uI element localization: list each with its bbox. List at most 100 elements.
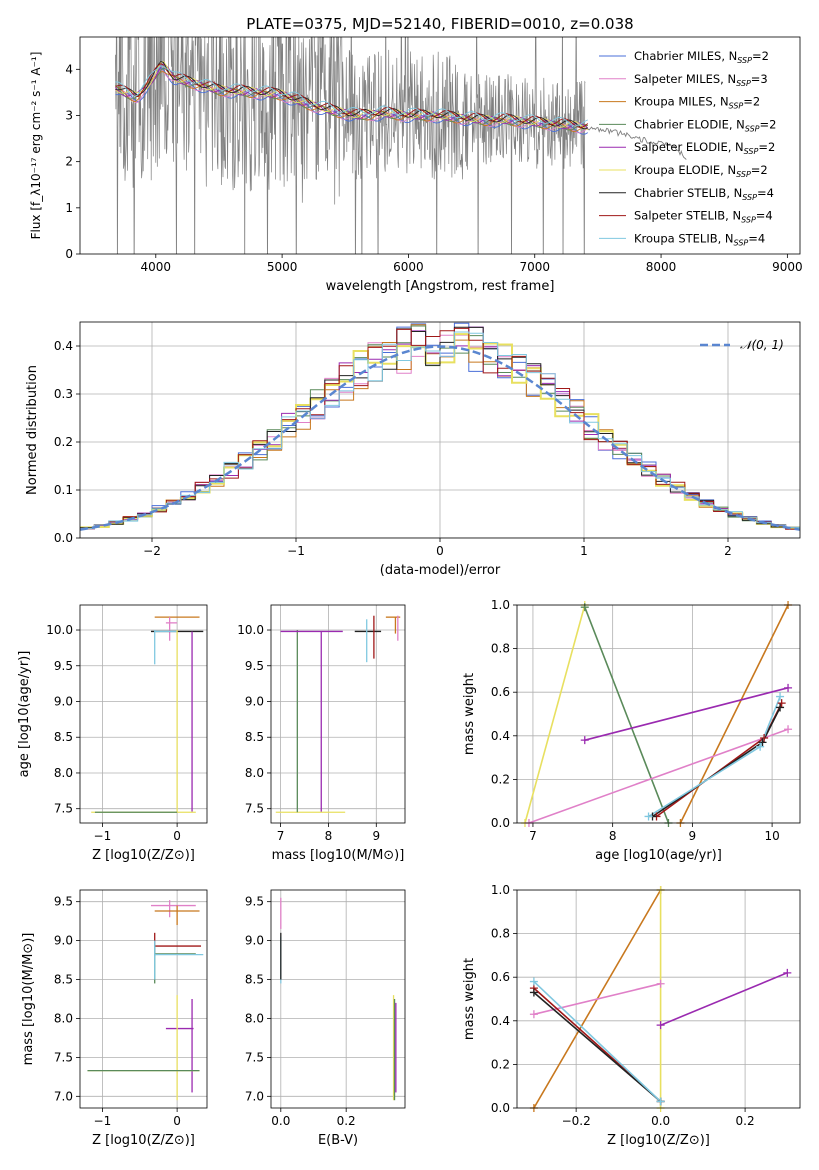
y-tick-label: 0.6 bbox=[491, 685, 510, 699]
plot-area bbox=[271, 605, 405, 823]
axes-frame bbox=[79, 321, 801, 539]
legend-label: Chabrier STELIB, NSSP=4 bbox=[634, 186, 774, 202]
y-tick-label: 4 bbox=[65, 62, 73, 76]
point-marker bbox=[777, 699, 786, 708]
point-marker bbox=[760, 733, 769, 742]
chart-mass-vs-z: −1 0 7.0 7.5 8.0 8.5 9.0 9.5 Z [log10(Z/Z⊙)] mass… bbox=[21, 889, 208, 1148]
legend-label: Kroupa ELODIE, NSSP=2 bbox=[634, 163, 768, 179]
point-marker bbox=[756, 742, 765, 751]
legend-label: Chabrier ELODIE, NSSP=2 bbox=[634, 117, 776, 133]
chart-massweight-vs-age: 7 8 9 10 0.0 0.2 0.4 0.6 0.8 1.0 age [log10(age/yr… bbox=[462, 598, 801, 863]
point-marker bbox=[656, 1021, 665, 1030]
legend-label: Chabrier MILES, NSSP=2 bbox=[634, 49, 769, 65]
y-tick-label: 7.0 bbox=[54, 1089, 73, 1103]
y-tick-label: 7.5 bbox=[245, 802, 264, 816]
x-tick-label: 0.0 bbox=[651, 1114, 670, 1128]
point-marker bbox=[529, 977, 538, 986]
y-tick-label: 3 bbox=[65, 108, 73, 122]
y-tick-label: 9.5 bbox=[54, 895, 73, 909]
y-tick-label: 0.0 bbox=[491, 1101, 510, 1115]
chart-age-vs-mass: 7 8 9 7.5 8.0 8.5 9.0 9.5 10.0 mass [log10(M/M⊙)] bbox=[237, 604, 406, 863]
model-curve bbox=[115, 60, 588, 131]
x-tick-label: −1 bbox=[94, 829, 112, 843]
legend-label: Salpeter ELODIE, NSSP=2 bbox=[634, 140, 775, 156]
figure-title: PLATE=0375, MJD=52140, FIBERID=0010, z=0… bbox=[246, 15, 633, 33]
point-marker bbox=[529, 1010, 538, 1019]
point-marker bbox=[776, 692, 785, 701]
y-tick-label: 7.5 bbox=[245, 1050, 264, 1064]
x-tick-label: 5000 bbox=[267, 260, 298, 274]
legend-label: Kroupa STELIB, NSSP=4 bbox=[634, 231, 765, 247]
x-tick-label: 8 bbox=[325, 829, 333, 843]
legend-label: Salpeter MILES, NSSP=3 bbox=[634, 72, 768, 88]
x-tick-label: 7 bbox=[277, 829, 285, 843]
y-tick-label: 0.8 bbox=[491, 927, 510, 941]
axes-frame bbox=[79, 36, 801, 255]
mass-weight-line bbox=[533, 991, 662, 1103]
x-tick-label: 7 bbox=[529, 829, 537, 843]
point-marker bbox=[529, 988, 538, 997]
legend: Chabrier MILES, NSSP=2 Salpeter MILES, NS… bbox=[599, 49, 776, 247]
y-tick-label: 9.0 bbox=[54, 934, 73, 948]
point-marker bbox=[776, 703, 785, 712]
chart-spectrum: 4000 5000 6000 7000 8000 9000 0 1 2 3 4 wavelength … bbox=[29, 36, 803, 294]
y-tick-label: 0.4 bbox=[54, 339, 73, 353]
y-tick-label: 9.0 bbox=[245, 934, 264, 948]
plot-area bbox=[115, 37, 687, 254]
legend-label: Salpeter STELIB, NSSP=4 bbox=[634, 209, 773, 225]
point-marker bbox=[783, 968, 792, 977]
x-tick-label: 7000 bbox=[519, 260, 550, 274]
x-tick-label: 9 bbox=[689, 829, 697, 843]
y-tick-label: 0 bbox=[65, 247, 73, 261]
y-axis-label: mass [log10(M/M⊙)] bbox=[21, 933, 36, 1066]
y-tick-label: 0.4 bbox=[491, 729, 510, 743]
point-marker bbox=[784, 725, 793, 734]
chart-mass-vs-ebv: 0.0 0.2 7.0 7.5 8.0 8.5 9.0 9.5 E(B-V) bbox=[245, 889, 406, 1148]
y-tick-label: 8.5 bbox=[245, 973, 264, 987]
x-tick-label: 0.0 bbox=[271, 1114, 290, 1128]
y-tick-label: 9.0 bbox=[245, 694, 264, 708]
legend-label: 𝒩(0, 1) bbox=[740, 338, 784, 352]
x-tick-label: 0.2 bbox=[337, 1114, 356, 1128]
x-axis-label: wavelength [Angstrom, rest frame] bbox=[326, 279, 555, 294]
point-marker bbox=[758, 738, 767, 747]
x-axis-label: age [log10(age/yr)] bbox=[595, 848, 722, 863]
mass-weight-line bbox=[533, 981, 662, 1103]
y-tick-label: 10.0 bbox=[237, 623, 264, 637]
y-tick-label: 9.5 bbox=[54, 659, 73, 673]
y-tick-label: 7.5 bbox=[54, 1050, 73, 1064]
point-marker bbox=[580, 603, 589, 612]
y-tick-label: 0.2 bbox=[491, 772, 510, 786]
y-tick-label: 1 bbox=[65, 201, 73, 215]
axes-frame bbox=[516, 604, 801, 824]
observed-spectrum bbox=[115, 37, 586, 254]
axes-frame bbox=[270, 604, 406, 824]
x-tick-label: 0 bbox=[173, 829, 181, 843]
y-tick-label: 8.5 bbox=[54, 973, 73, 987]
x-tick-label: −0.2 bbox=[562, 1114, 591, 1128]
model-curve bbox=[115, 67, 588, 131]
x-axis-label: mass [log10(M/M⊙)] bbox=[272, 848, 405, 863]
chart-age-vs-z: −1 0 7.5 8.0 8.5 9.0 9.5 10.0 Z [log10(Z/Z⊙)] age… bbox=[17, 604, 208, 863]
y-tick-label: 1.0 bbox=[491, 883, 510, 897]
x-tick-label: 0 bbox=[436, 544, 444, 558]
point-marker bbox=[784, 683, 793, 692]
y-tick-label: 9.5 bbox=[245, 659, 264, 673]
x-tick-label: 4000 bbox=[141, 260, 172, 274]
mass-weight-line bbox=[652, 707, 781, 818]
plot-area bbox=[517, 605, 800, 823]
x-tick-label: 1 bbox=[580, 544, 588, 558]
x-tick-label: 9000 bbox=[772, 260, 803, 274]
observed-spectrum-tail bbox=[584, 125, 687, 160]
y-tick-label: 0.2 bbox=[491, 1057, 510, 1071]
axes-frame bbox=[79, 604, 208, 824]
y-tick-label: 9.5 bbox=[245, 895, 264, 909]
mass-weight-line bbox=[660, 972, 788, 1026]
point-marker bbox=[644, 812, 653, 821]
plot-area bbox=[80, 890, 207, 1108]
y-tick-label: 0.3 bbox=[54, 387, 73, 401]
y-tick-label: 0.8 bbox=[491, 642, 510, 656]
x-axis-label: Z [log10(Z/Z⊙)] bbox=[92, 1133, 195, 1148]
x-tick-label: −1 bbox=[94, 1114, 112, 1128]
